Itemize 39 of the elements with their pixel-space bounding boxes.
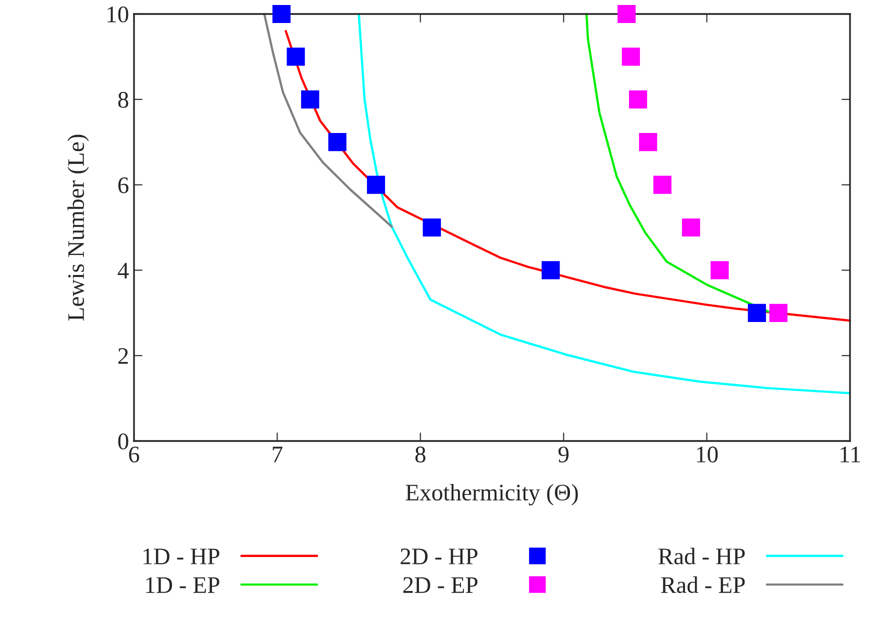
y-tick-label: 2	[118, 348, 128, 364]
point	[682, 218, 700, 237]
x-tick-label: 6	[129, 446, 140, 462]
y-axis-title: Lewis Number (Le)	[67, 134, 89, 321]
point	[542, 261, 560, 280]
x-axis-title: Exothermicity (Θ)	[406, 484, 578, 506]
legend-label: Rad - HP	[658, 548, 745, 564]
y-tick-label: 0	[118, 433, 128, 450]
legend-label: 1D - EP	[146, 577, 220, 593]
x-tick-label: 11	[840, 446, 860, 462]
x-tick-label: 7	[272, 446, 282, 462]
y-tick-label: 10	[108, 6, 128, 22]
point	[301, 90, 320, 108]
point	[629, 90, 648, 108]
point	[653, 176, 672, 194]
x-tick-label: 10	[697, 446, 718, 462]
point	[639, 133, 658, 152]
point	[622, 48, 640, 66]
legend-label: 2D - EP	[403, 577, 478, 593]
line-series	[358, 12, 852, 394]
legend-label: 1D - HP	[144, 548, 220, 564]
x-tick-label: 8	[415, 446, 426, 462]
line-series	[263, 12, 393, 228]
legend-label: 2D - HP	[400, 548, 478, 564]
legend-label: Rad - EP	[661, 576, 745, 594]
y-tick-label: 6	[118, 177, 128, 194]
point	[618, 4, 636, 24]
point	[286, 48, 305, 66]
y-tick-label: 8	[118, 92, 128, 108]
point	[422, 218, 441, 237]
point	[272, 4, 291, 24]
x-tick-label: 9	[558, 446, 569, 462]
point	[769, 304, 788, 322]
point	[328, 133, 346, 152]
point	[710, 261, 729, 280]
point	[366, 176, 386, 194]
point	[748, 304, 766, 322]
line-series	[284, 30, 852, 322]
y-tick-label: 4	[118, 262, 129, 278]
